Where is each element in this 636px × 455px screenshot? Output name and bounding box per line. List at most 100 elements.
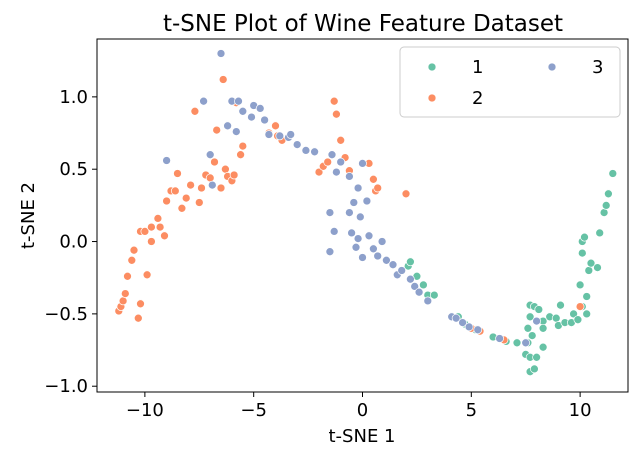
data-point-series-3 [373, 251, 383, 261]
legend-label-series-2: 2 [472, 88, 483, 109]
data-point-series-1 [595, 228, 605, 238]
data-point-series-3 [355, 212, 365, 222]
data-point-series-3 [345, 208, 354, 217]
data-point-series-3 [207, 180, 217, 190]
data-point-series-3 [260, 115, 269, 125]
data-point-series-3 [382, 255, 391, 265]
data-point-series-3 [364, 231, 374, 241]
data-point-series-2 [190, 106, 200, 116]
legend-marker-series-1 [427, 62, 437, 72]
data-point-series-3 [231, 127, 241, 136]
data-point-series-2 [120, 289, 130, 298]
data-point-series-1 [608, 169, 618, 178]
data-point-series-1 [582, 309, 592, 319]
data-point-series-1 [575, 280, 585, 290]
data-point-series-2 [236, 150, 245, 160]
data-point-series-1 [601, 201, 611, 210]
legend-box [399, 46, 621, 118]
data-point-series-2 [147, 222, 156, 232]
data-point-series-2 [160, 231, 169, 241]
data-point-series-1 [599, 208, 609, 217]
data-point-series-1 [534, 305, 544, 314]
data-point-series-1 [580, 232, 589, 242]
data-point-series-3 [329, 227, 339, 236]
data-point-series-3 [325, 247, 335, 257]
data-point-series-2 [170, 186, 180, 196]
data-point-series-3 [301, 146, 311, 155]
data-point-series-3 [458, 318, 467, 327]
data-point-series-2 [177, 203, 187, 213]
data-point-series-1 [530, 364, 539, 374]
data-point-series-2 [238, 141, 248, 151]
data-point-series-2 [181, 193, 191, 203]
legend: 1 2 3 [399, 46, 621, 118]
y-axis-title: t-SNE 2 [18, 182, 39, 249]
data-point-series-3 [347, 228, 356, 238]
data-point-series-2 [194, 198, 204, 207]
data-point-series-2 [323, 157, 333, 167]
data-point-series-3 [521, 338, 531, 348]
data-point-series-3 [234, 96, 243, 106]
data-point-series-3 [358, 253, 367, 262]
data-point-series-1 [523, 323, 533, 333]
points-layer [114, 49, 618, 377]
y-axis: −1.0 −0.5 0.0 0.5 1.0 [44, 87, 97, 397]
y-tick-label: 1.0 [59, 87, 88, 108]
data-point-series-1 [512, 338, 522, 348]
data-point-series-3 [377, 237, 387, 246]
data-point-series-3 [351, 242, 361, 252]
data-point-series-2 [153, 214, 163, 223]
data-point-series-3 [216, 49, 226, 58]
data-point-series-2 [221, 164, 230, 174]
data-point-series-3 [406, 274, 415, 284]
data-point-series-1 [419, 280, 428, 290]
data-point-series-2 [271, 121, 280, 131]
data-point-series-3 [325, 208, 335, 217]
y-tick-label: −1.0 [44, 376, 88, 397]
data-point-series-3 [162, 156, 171, 165]
data-point-series-3 [349, 198, 359, 207]
data-point-series-2 [336, 135, 346, 145]
data-point-series-2 [575, 302, 585, 311]
data-point-series-1 [429, 290, 439, 300]
data-point-series-3 [327, 150, 337, 160]
x-axis-title: t-SNE 1 [329, 426, 396, 447]
data-point-series-3 [410, 282, 420, 291]
data-point-series-2 [369, 174, 378, 184]
data-point-series-2 [123, 271, 132, 281]
data-point-series-2 [162, 196, 171, 206]
data-point-series-3 [473, 325, 483, 335]
legend-label-series-3: 3 [592, 57, 603, 78]
data-point-series-1 [527, 331, 537, 340]
data-point-series-3 [345, 172, 354, 181]
data-point-series-2 [127, 255, 137, 265]
data-point-series-1 [604, 189, 613, 199]
data-point-series-2 [147, 237, 156, 246]
legend-marker-series-2 [427, 93, 437, 103]
data-point-series-1 [532, 352, 541, 362]
data-point-series-2 [140, 227, 150, 236]
data-point-series-3 [310, 147, 319, 157]
data-point-series-3 [255, 104, 265, 113]
data-point-series-3 [451, 313, 461, 323]
data-point-series-1 [584, 266, 594, 275]
data-point-series-3 [388, 260, 398, 270]
x-tick-label: 10 [569, 400, 592, 421]
data-point-series-2 [142, 270, 152, 280]
data-point-series-2 [210, 157, 219, 167]
data-point-series-2 [155, 222, 165, 232]
data-point-series-2 [133, 313, 143, 323]
data-point-series-3 [238, 106, 248, 116]
data-point-series-1 [556, 300, 565, 310]
data-point-series-3 [397, 266, 407, 275]
data-point-series-2 [205, 173, 215, 183]
data-point-series-3 [532, 316, 541, 326]
x-axis: −10 −5 0 5 10 [126, 392, 592, 421]
data-point-series-3 [369, 244, 378, 254]
data-point-series-1 [525, 312, 535, 322]
data-point-series-3 [414, 287, 424, 297]
data-point-series-2 [332, 109, 341, 119]
x-tick-label: −5 [240, 400, 267, 421]
data-point-series-1 [569, 309, 578, 319]
data-point-series-3 [275, 131, 285, 141]
